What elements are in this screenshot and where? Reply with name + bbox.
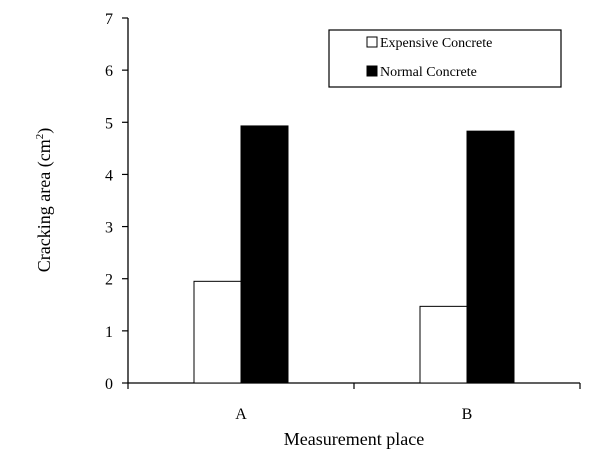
y-tick-label: 5 (105, 115, 113, 132)
x-tick-label: B (462, 406, 473, 423)
legend-swatch-expensive-concrete (366, 36, 378, 48)
y-tick-label: 0 (105, 376, 113, 393)
legend: Expensive Concrete Normal Concrete (328, 29, 562, 88)
y-axis-title-superscript: 2 (34, 134, 46, 140)
y-tick-label: 1 (105, 324, 113, 341)
bar-expensive-concrete-a (193, 280, 242, 384)
bar-expensive-concrete-b (419, 305, 468, 384)
bars (193, 125, 515, 384)
legend-label-normal-concrete: Normal Concrete (380, 65, 477, 80)
y-axis-title: Cracking area (cm2) (34, 128, 55, 272)
x-axis-title: Measurement place (284, 429, 424, 449)
bar-normal-concrete-a (240, 125, 289, 384)
y-tick-label: 7 (105, 11, 113, 28)
y-axis-ticks: 0 1 2 3 4 5 6 7 (105, 11, 128, 393)
x-tick-label: A (235, 406, 247, 423)
y-tick-label: 2 (105, 272, 113, 289)
y-axis-title-main: Cracking area (cm (34, 139, 55, 272)
y-tick-label: 3 (105, 220, 113, 237)
y-tick-label: 4 (105, 167, 113, 184)
bar-normal-concrete-b (466, 130, 515, 384)
y-axis-title-close: ) (34, 128, 55, 134)
legend-swatch-normal-concrete (366, 65, 378, 77)
y-tick-label: 6 (105, 63, 113, 80)
legend-label-expensive-concrete: Expensive Concrete (380, 36, 492, 51)
